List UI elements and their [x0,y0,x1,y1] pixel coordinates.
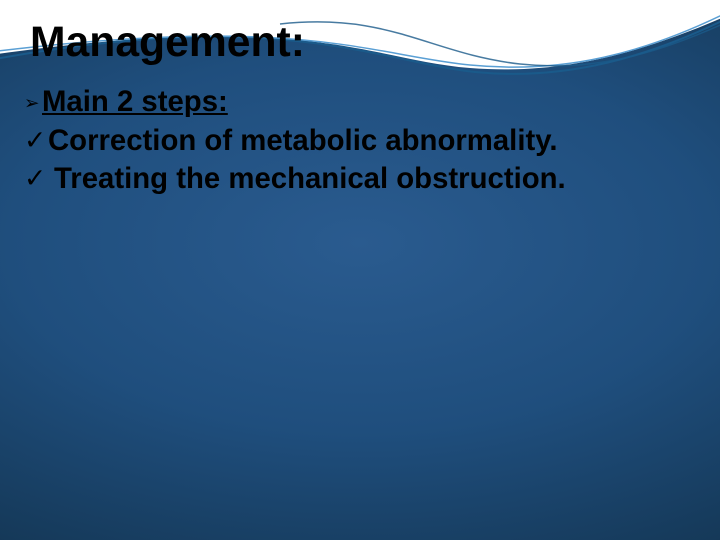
slide-title: Management: [30,18,305,67]
check-bullet-icon: ✓ [24,161,54,195]
wave-line-3 [280,16,720,66]
body-line-text: Correction of metabolic abnormality. [48,123,558,160]
check-bullet-icon: ✓ [24,123,48,157]
slide: Management: ➢Main 2 steps:✓Correction of… [0,0,720,540]
arrow-bullet-icon: ➢ [24,84,42,114]
body-line: ➢Main 2 steps: [24,84,684,121]
body-line-text: Main 2 steps: [42,84,228,121]
body-line: ✓Treating the mechanical obstruction. [24,161,684,198]
body-line-text: Treating the mechanical obstruction. [54,161,566,198]
slide-body: ➢Main 2 steps:✓Correction of metabolic a… [24,84,684,200]
body-line: ✓Correction of metabolic abnormality. [24,123,684,160]
